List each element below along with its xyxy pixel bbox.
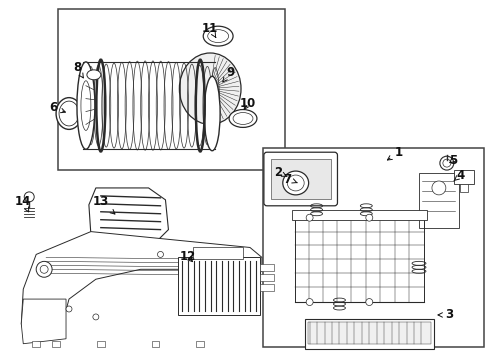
- Circle shape: [432, 181, 446, 195]
- Text: 14: 14: [15, 195, 31, 212]
- Bar: [454, 170, 474, 184]
- Text: 6: 6: [49, 101, 65, 114]
- Text: 5: 5: [449, 154, 457, 167]
- Ellipse shape: [179, 53, 241, 125]
- Circle shape: [440, 156, 454, 170]
- Bar: [263, 148, 484, 347]
- Text: 8: 8: [73, 61, 83, 78]
- Ellipse shape: [56, 98, 82, 129]
- Circle shape: [93, 314, 99, 320]
- Circle shape: [366, 298, 373, 306]
- Bar: [308, 322, 431, 344]
- Text: 12: 12: [179, 250, 196, 263]
- Text: 9: 9: [223, 66, 234, 82]
- Bar: [305, 319, 434, 349]
- Ellipse shape: [229, 109, 257, 127]
- Text: 2: 2: [274, 166, 287, 179]
- Ellipse shape: [87, 70, 101, 80]
- Ellipse shape: [283, 171, 309, 195]
- Bar: [196, 341, 204, 347]
- Bar: [271, 159, 331, 199]
- Circle shape: [227, 251, 233, 257]
- Circle shape: [306, 298, 313, 306]
- Text: 7: 7: [284, 172, 297, 185]
- Bar: [151, 341, 159, 347]
- Text: 1: 1: [388, 146, 403, 160]
- Circle shape: [66, 306, 72, 312]
- FancyBboxPatch shape: [264, 152, 338, 206]
- Ellipse shape: [77, 62, 95, 149]
- Bar: [419, 173, 459, 228]
- Bar: [32, 341, 40, 347]
- Bar: [260, 274, 274, 281]
- Ellipse shape: [204, 76, 220, 151]
- Polygon shape: [89, 188, 169, 242]
- Bar: [193, 247, 243, 260]
- Circle shape: [24, 192, 34, 202]
- Polygon shape: [21, 231, 262, 339]
- Circle shape: [36, 261, 52, 277]
- Bar: [260, 264, 274, 271]
- Circle shape: [366, 214, 373, 221]
- Text: 4: 4: [454, 168, 465, 181]
- Text: 11: 11: [202, 22, 219, 37]
- Bar: [292, 210, 427, 220]
- Bar: [58, 9, 285, 170]
- Text: 10: 10: [240, 97, 256, 110]
- Text: 3: 3: [438, 309, 453, 321]
- Bar: [460, 184, 468, 192]
- Bar: [260, 284, 274, 291]
- Bar: [97, 341, 105, 347]
- Text: 13: 13: [93, 195, 115, 214]
- Bar: [178, 257, 260, 315]
- Circle shape: [157, 251, 164, 257]
- Ellipse shape: [203, 26, 233, 46]
- Circle shape: [306, 214, 313, 221]
- Polygon shape: [21, 299, 66, 344]
- Bar: [52, 341, 60, 347]
